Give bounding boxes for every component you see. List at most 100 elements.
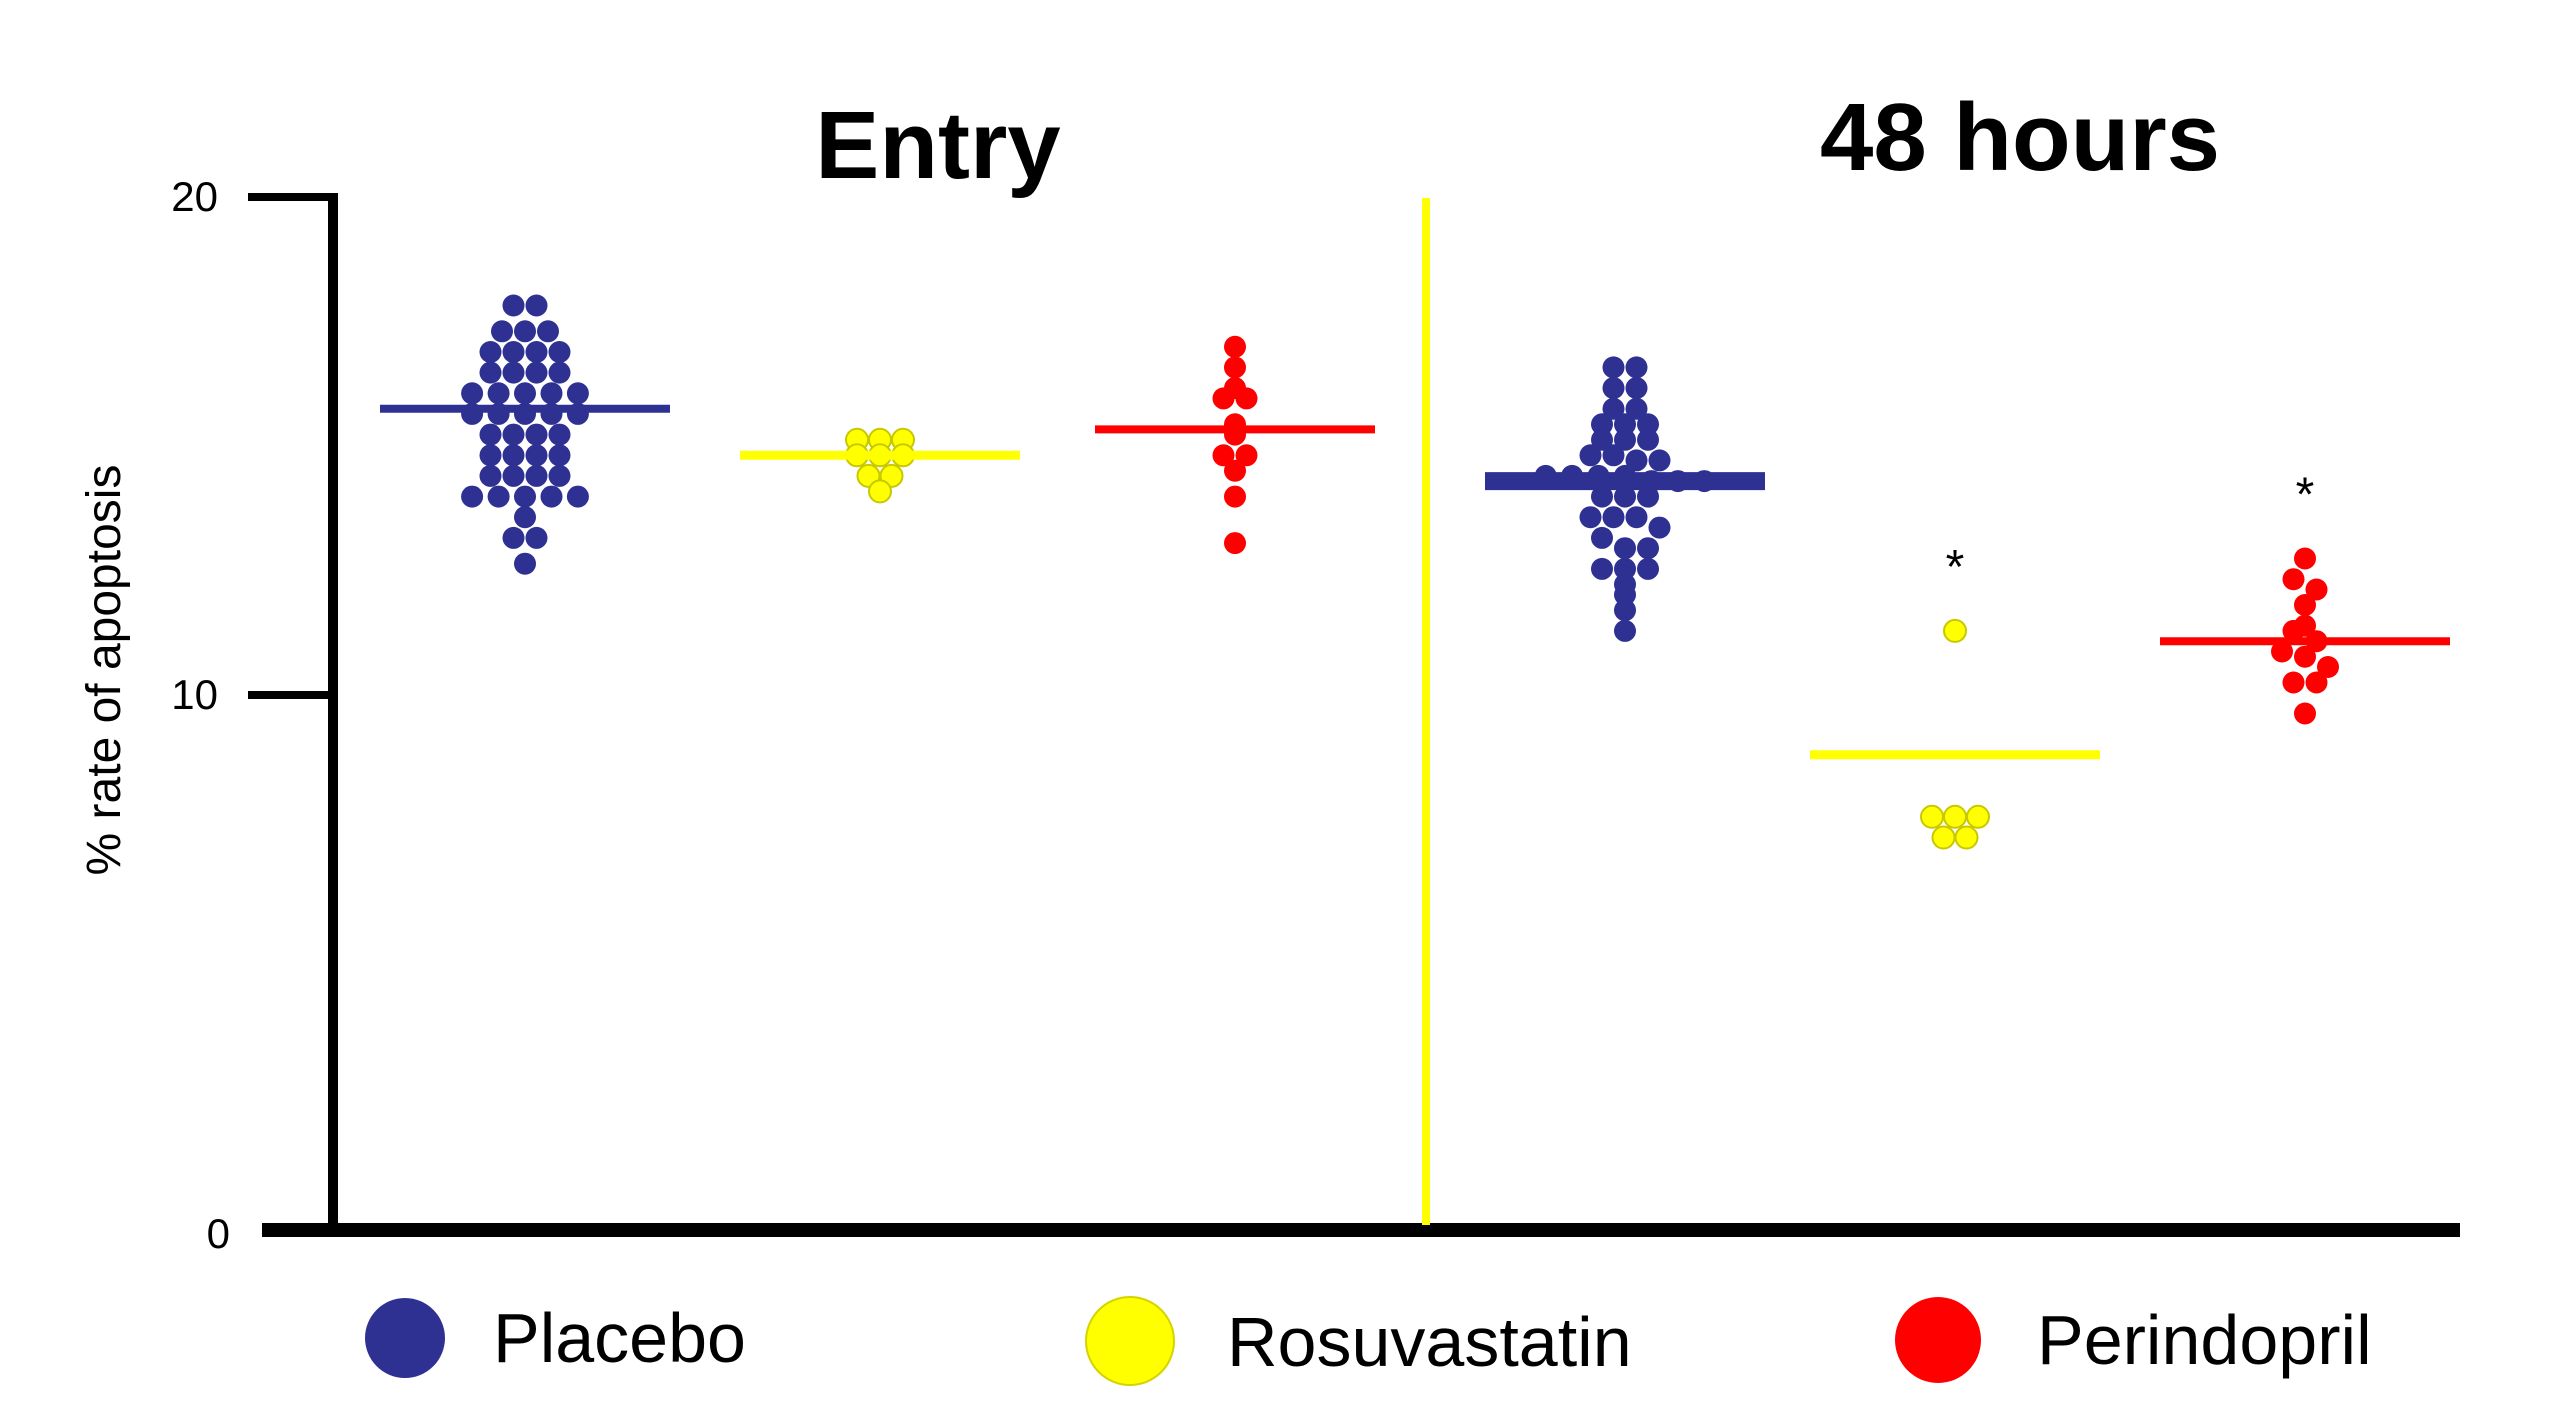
- legend-label-rosuvastatin: Rosuvastatin: [1227, 1303, 1632, 1381]
- panel1-placebo-point-35: [1637, 557, 1659, 580]
- legend-label-placebo: Placebo: [493, 1299, 746, 1377]
- panel1-perindopril-point-0: [2294, 547, 2316, 570]
- panel-title-48-hours: 48 hours: [1820, 84, 2220, 191]
- panel0-perindopril-point-11: [1224, 532, 1246, 555]
- panel0-placebo-point-1: [525, 294, 548, 317]
- panel0-placebo-point-14: [487, 382, 510, 405]
- panel1-rosuvastatin-point-2: [1943, 804, 1967, 829]
- panel1-placebo-point-31: [1614, 537, 1636, 560]
- panel1-placebo-point-29: [1648, 516, 1671, 539]
- legend-swatch-placebo: [365, 1298, 445, 1378]
- legend-swatch-perindopril: [1895, 1297, 1981, 1383]
- panel0-placebo-point-32: [502, 464, 525, 487]
- panel0-placebo-point-16: [540, 382, 563, 405]
- panel0-placebo-point-24: [502, 423, 525, 446]
- panel1-placebo-point-26: [1579, 506, 1602, 529]
- panel1-placebo-point-24: [1614, 485, 1636, 508]
- panel1-placebo-point-30: [1591, 526, 1613, 549]
- panel1-placebo-point-39: [1614, 619, 1636, 642]
- panel0-placebo-point-26: [548, 423, 571, 446]
- panel0-placebo-point-0: [502, 294, 525, 317]
- panel1-placebo-point-11: [1637, 428, 1659, 451]
- panel0-placebo-point-40: [514, 506, 536, 529]
- panel1-perindopril-point-7: [2271, 640, 2293, 663]
- panel1-placebo-point-27: [1602, 506, 1625, 529]
- panel1-placebo-point-12: [1579, 444, 1602, 467]
- panel0-perindopril-point-3: [1212, 387, 1235, 410]
- panel0-perindopril-point-9: [1224, 459, 1246, 482]
- panel0-placebo-point-3: [514, 320, 536, 343]
- panel0-placebo-point-6: [502, 341, 525, 363]
- y-tick-label-0: 0: [207, 1210, 230, 1257]
- panel1-placebo-point-5: [1625, 397, 1648, 420]
- panel1-placebo-point-37: [1614, 583, 1636, 606]
- panel1-placebo-point-14: [1625, 449, 1648, 472]
- panel0-placebo-point-33: [525, 464, 548, 487]
- panel0-perindopril-point-0: [1224, 335, 1246, 358]
- panel0-placebo-point-30: [548, 444, 571, 467]
- panel0-placebo-point-25: [525, 423, 548, 446]
- panel1-perindopril-point-1: [2282, 568, 2305, 591]
- panel1-placebo-point-10: [1614, 428, 1636, 451]
- panel0-perindopril-point-4: [1235, 387, 1258, 410]
- panel1-rosuvastatin-point-3: [1966, 804, 1990, 829]
- panel0-rosuvastatin-point-8: [868, 479, 892, 504]
- panel1-rosuvastatin-point-1: [1920, 804, 1944, 829]
- panel1-placebo-point-28: [1625, 506, 1648, 529]
- panel0-placebo-point-39: [566, 485, 589, 508]
- panel0-placebo-point-35: [461, 485, 484, 508]
- panel1-placebo-point-2: [1602, 377, 1625, 400]
- panel1-perindopril-significance-star: *: [2296, 469, 2315, 522]
- panel1-placebo-point-7: [1614, 413, 1636, 436]
- panel0-placebo-point-29: [525, 444, 548, 467]
- panel0-placebo-point-36: [487, 485, 510, 508]
- panel0-placebo-point-4: [537, 320, 559, 343]
- panel0-placebo-point-8: [548, 341, 571, 363]
- panel0-placebo-point-43: [514, 552, 536, 575]
- panel0-placebo-point-31: [479, 464, 502, 487]
- panel0-placebo-point-12: [548, 361, 571, 384]
- panel0-placebo-point-27: [479, 444, 502, 467]
- panel1-placebo-point-32: [1637, 537, 1659, 560]
- panel1-placebo-point-4: [1602, 397, 1625, 420]
- panel0-placebo-point-5: [479, 341, 502, 363]
- panel1-placebo-point-9: [1591, 428, 1613, 451]
- y-axis-label: % rate of apoptosis: [78, 465, 131, 876]
- panel1-placebo-point-0: [1602, 356, 1625, 379]
- panel1-perindopril-point-9: [2317, 656, 2339, 678]
- panel1-perindopril-point-12: [2294, 702, 2316, 725]
- panel1-placebo-point-23: [1591, 485, 1613, 508]
- panel0-perindopril-point-1: [1224, 356, 1246, 379]
- panel1-rosuvastatin-point-4: [1931, 825, 1956, 850]
- panel1-placebo-point-25: [1637, 485, 1659, 508]
- legend-label-perindopril: Perindopril: [2037, 1301, 2372, 1379]
- panel1-perindopril-point-8: [2294, 645, 2316, 668]
- panel1-perindopril-point-3: [2294, 594, 2316, 616]
- panel0-perindopril-point-8: [1235, 444, 1258, 467]
- panel1-placebo-point-8: [1637, 413, 1659, 436]
- panel0-perindopril-point-7: [1212, 444, 1235, 467]
- panel-title-entry: Entry: [815, 92, 1060, 199]
- panel0-placebo-point-34: [548, 464, 571, 487]
- panel1-perindopril-point-11: [2305, 671, 2328, 694]
- panel1-rosuvastatin-point-5: [1954, 825, 1979, 850]
- panel1-placebo-point-34: [1614, 557, 1636, 580]
- panel0-placebo-point-2: [491, 320, 513, 343]
- panel0-placebo-point-7: [525, 341, 548, 363]
- panel0-perindopril-point-10: [1224, 485, 1246, 508]
- panel1-placebo-point-15: [1648, 449, 1671, 472]
- panel0-placebo-point-13: [461, 382, 484, 405]
- panel0-placebo-point-23: [479, 423, 502, 446]
- panel1-placebo-point-1: [1625, 356, 1648, 379]
- panel0-placebo-point-28: [502, 444, 525, 467]
- panel1-placebo-point-38: [1614, 599, 1636, 622]
- panel1-rosuvastatin-significance-star: *: [1946, 541, 1965, 594]
- panel1-perindopril-point-2: [2305, 578, 2328, 601]
- panel0-placebo-point-11: [525, 361, 548, 384]
- y-tick-label-20: 20: [171, 173, 218, 220]
- panel1-rosuvastatin-point-0: [1943, 618, 1967, 643]
- panel0-placebo-point-42: [525, 526, 548, 549]
- panel0-placebo-point-37: [514, 485, 536, 508]
- panel0-placebo-point-10: [502, 361, 525, 384]
